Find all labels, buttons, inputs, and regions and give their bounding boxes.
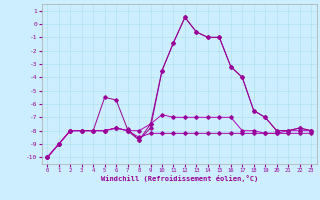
X-axis label: Windchill (Refroidissement éolien,°C): Windchill (Refroidissement éolien,°C) — [100, 175, 258, 182]
